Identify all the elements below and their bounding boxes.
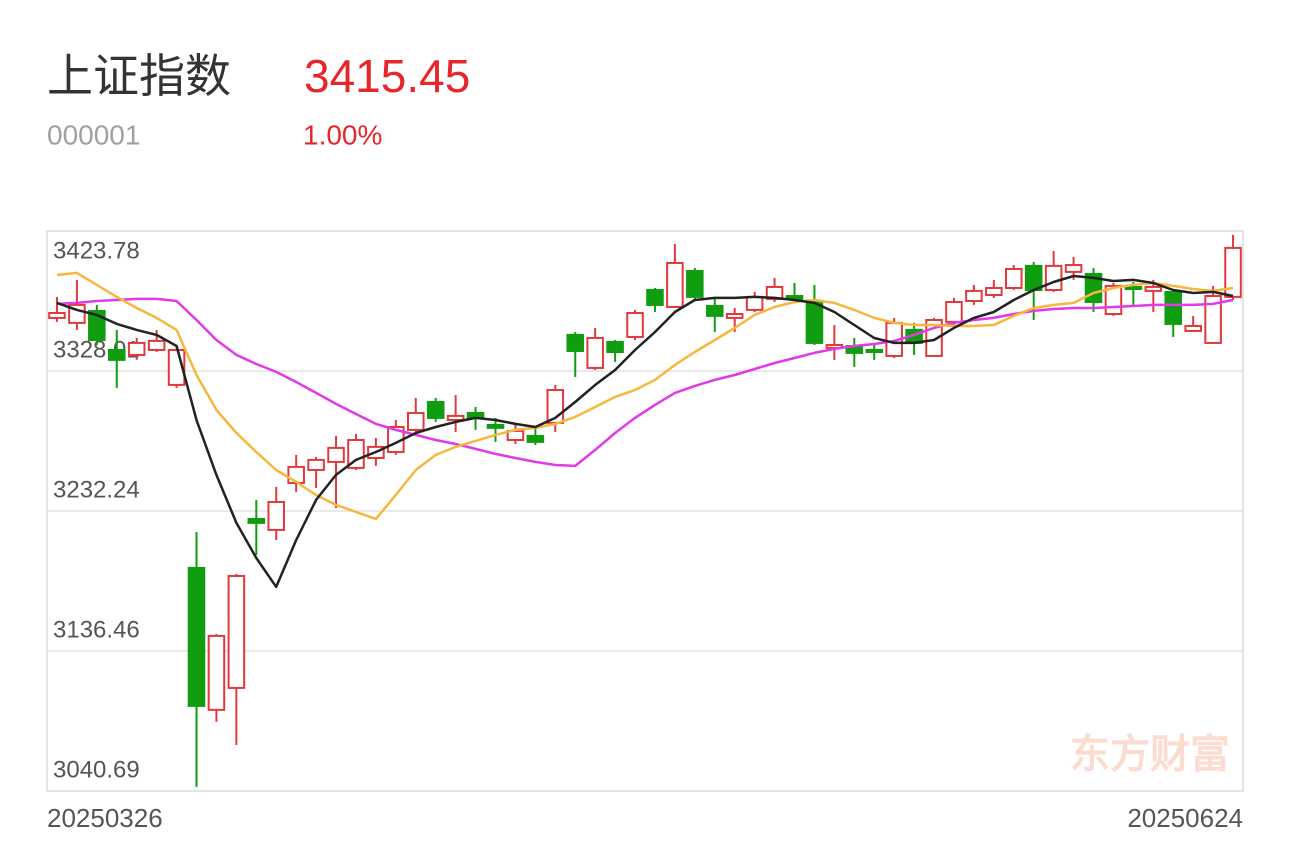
candle-body: [725, 313, 744, 319]
watermark: 东方财富: [1070, 733, 1230, 777]
candle-body: [127, 341, 146, 356]
candle-body: [107, 348, 126, 361]
candle-body: [965, 289, 983, 302]
y-tick-label: 3040.69: [53, 756, 140, 783]
candle-body: [686, 270, 704, 298]
candle-body: [705, 304, 724, 317]
candle-body: [347, 439, 365, 469]
candle-body: [1204, 295, 1222, 344]
candle-body: [227, 574, 246, 689]
candle-body: [147, 339, 166, 351]
candle-body: [486, 423, 505, 429]
candle-body: [566, 333, 585, 352]
candle-body: [426, 401, 445, 419]
ma-line: [56, 271, 1234, 521]
candle-body: [1184, 324, 1202, 332]
index-change: 1.00%: [303, 119, 382, 150]
candle-body: [406, 411, 425, 431]
index-name: 上证指数: [47, 50, 231, 102]
candle-body: [187, 566, 206, 707]
candle-body: [666, 261, 684, 308]
candle-body: [247, 517, 266, 524]
candle-body: [1044, 264, 1063, 292]
candle-body: [307, 458, 325, 471]
candle-body: [1144, 285, 1163, 292]
candle-body: [1024, 264, 1043, 292]
candle-body: [327, 446, 345, 463]
candle-body: [48, 311, 66, 319]
candle-body: [985, 286, 1003, 296]
candle-body: [1164, 290, 1183, 325]
candle-body: [526, 434, 545, 443]
candle-body: [446, 414, 465, 421]
ma-line: [56, 274, 1234, 589]
candle-body: [745, 295, 764, 311]
candle-body: [646, 289, 664, 306]
candle-body: [1224, 246, 1242, 298]
candle-body: [1124, 285, 1143, 291]
y-tick-label: 3232.24: [53, 476, 140, 503]
candle-body: [207, 634, 226, 711]
candle-body: [626, 311, 644, 338]
candle-body: [865, 348, 884, 354]
index-price: 3415.45: [304, 50, 470, 102]
candle-body: [945, 301, 963, 323]
y-tick-label: 3423.78: [53, 237, 140, 264]
x-tick-label: 20250624: [1127, 803, 1243, 833]
candle-body: [88, 309, 106, 342]
candle-body: [1004, 267, 1023, 289]
x-tick-label: 20250326: [47, 803, 163, 833]
candle-body: [267, 500, 286, 531]
candle-body: [805, 301, 824, 344]
candle-body: [1064, 264, 1083, 273]
candle-body: [586, 336, 604, 369]
index-code: 000001: [47, 119, 140, 150]
y-tick-label: 3136.46: [53, 616, 140, 643]
ma-line: [56, 297, 1234, 468]
candle-body: [606, 340, 624, 354]
